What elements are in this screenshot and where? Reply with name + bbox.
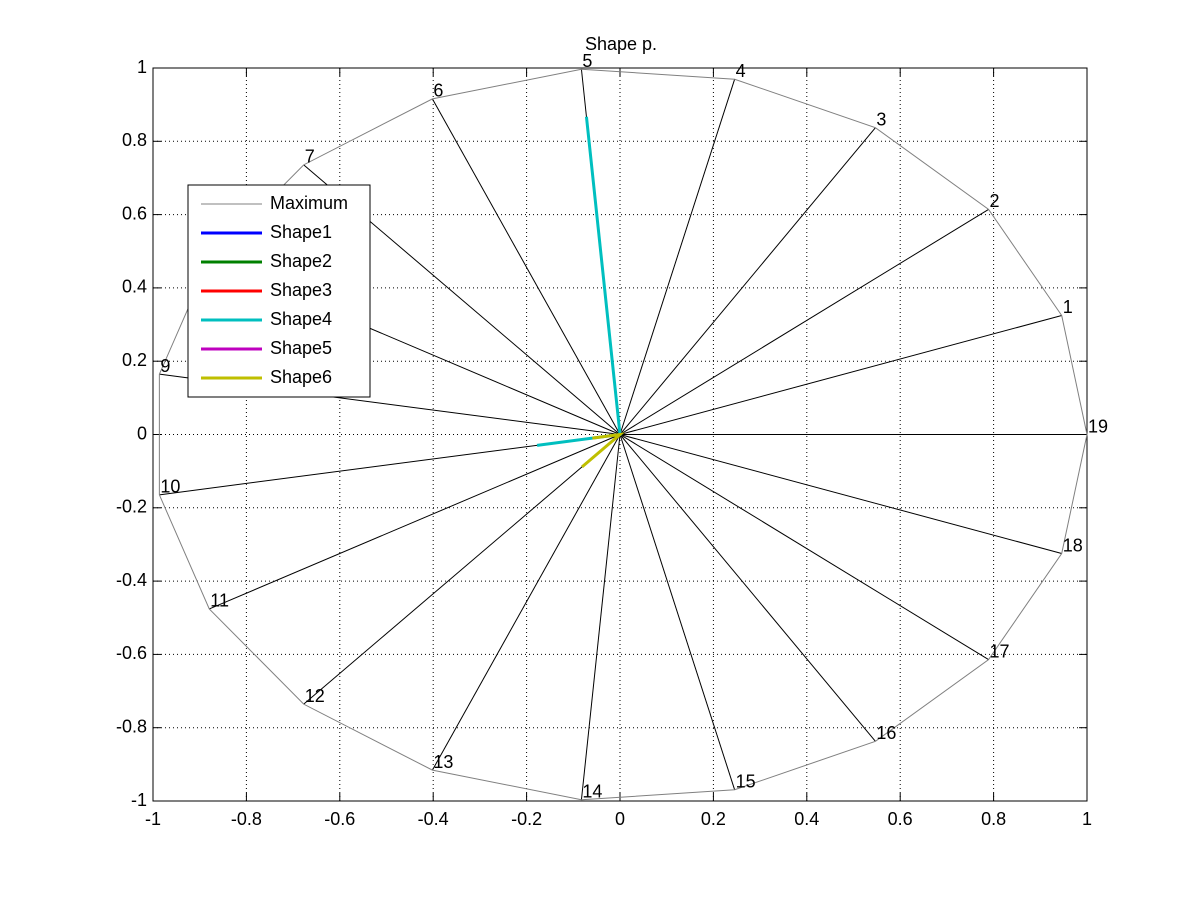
legend-label: Shape3 bbox=[270, 280, 332, 300]
vertex-label: 18 bbox=[1063, 535, 1083, 555]
legend-label: Shape1 bbox=[270, 222, 332, 242]
spoke bbox=[303, 434, 621, 705]
y-tick-label: -0.6 bbox=[116, 643, 147, 663]
chart-title: Shape p. bbox=[585, 34, 657, 54]
x-tick-label: -0.4 bbox=[418, 809, 449, 829]
spoke bbox=[619, 434, 1062, 554]
y-tick-label: 0.8 bbox=[122, 130, 147, 150]
spoke bbox=[619, 434, 736, 790]
vertex-label: 6 bbox=[433, 81, 443, 101]
vertex-label: 12 bbox=[305, 686, 325, 706]
shape-line bbox=[581, 432, 625, 468]
vertex-label: 14 bbox=[582, 781, 602, 801]
spoke bbox=[619, 79, 736, 435]
vertex-label: 15 bbox=[736, 772, 756, 792]
x-tick-label: -0.8 bbox=[231, 809, 262, 829]
x-tick-label: 0.8 bbox=[981, 809, 1006, 829]
y-tick-label: -0.8 bbox=[116, 716, 147, 736]
vertex-label: 10 bbox=[160, 477, 180, 497]
spoke bbox=[619, 208, 989, 435]
vertex-label: 2 bbox=[990, 191, 1000, 211]
vertex-label: 3 bbox=[876, 109, 886, 129]
spoke bbox=[619, 434, 989, 661]
vertex-label: 16 bbox=[876, 723, 896, 743]
y-tick-label: 0 bbox=[137, 423, 147, 443]
vertex-label: 19 bbox=[1088, 416, 1108, 436]
legend-label: Shape6 bbox=[270, 367, 332, 387]
vertex-label: 17 bbox=[990, 641, 1010, 661]
x-tick-label: -0.6 bbox=[324, 809, 355, 829]
x-tick-label: 0.2 bbox=[701, 809, 726, 829]
legend: Maximum Shape1 Shape2 Shape3 Shape4 Shape5 Sha… bbox=[187, 184, 371, 398]
spoke bbox=[431, 98, 621, 435]
spoke bbox=[209, 434, 621, 610]
vertex-label: 9 bbox=[160, 356, 170, 376]
y-tick-label: 1 bbox=[137, 57, 147, 77]
x-tick-label: 1 bbox=[1082, 809, 1092, 829]
spoke bbox=[619, 434, 876, 742]
legend-label: Shape5 bbox=[270, 338, 332, 358]
y-tick-label: -1 bbox=[131, 790, 147, 810]
legend-label: Shape2 bbox=[270, 251, 332, 271]
outline bbox=[158, 68, 1088, 801]
x-tick-label: -1 bbox=[145, 809, 161, 829]
x-tick-label: -0.2 bbox=[511, 809, 542, 829]
y-tick-label: -0.4 bbox=[116, 570, 147, 590]
spoke bbox=[431, 434, 621, 771]
legend-label: Shape4 bbox=[270, 309, 332, 329]
vertex-label: 4 bbox=[736, 61, 746, 81]
spoke bbox=[580, 434, 621, 800]
y-tick-label: 0.6 bbox=[122, 203, 147, 223]
vertex-label: 13 bbox=[433, 752, 453, 772]
y-tick-label: -0.2 bbox=[116, 497, 147, 517]
vertex-label: 7 bbox=[305, 147, 315, 167]
vertex-label: 1 bbox=[1063, 297, 1073, 317]
spoke bbox=[619, 315, 1062, 435]
legend-label: Maximum bbox=[270, 193, 348, 213]
vertex-label: 5 bbox=[582, 51, 592, 71]
x-tick-label: 0.4 bbox=[794, 809, 819, 829]
x-tick-label: 0 bbox=[615, 809, 625, 829]
vertex-label: 11 bbox=[210, 591, 229, 611]
spoke bbox=[619, 127, 876, 435]
y-tick-label: 0.2 bbox=[122, 350, 147, 370]
y-tick-label: 0.4 bbox=[122, 277, 147, 297]
x-tick-label: 0.6 bbox=[888, 809, 913, 829]
